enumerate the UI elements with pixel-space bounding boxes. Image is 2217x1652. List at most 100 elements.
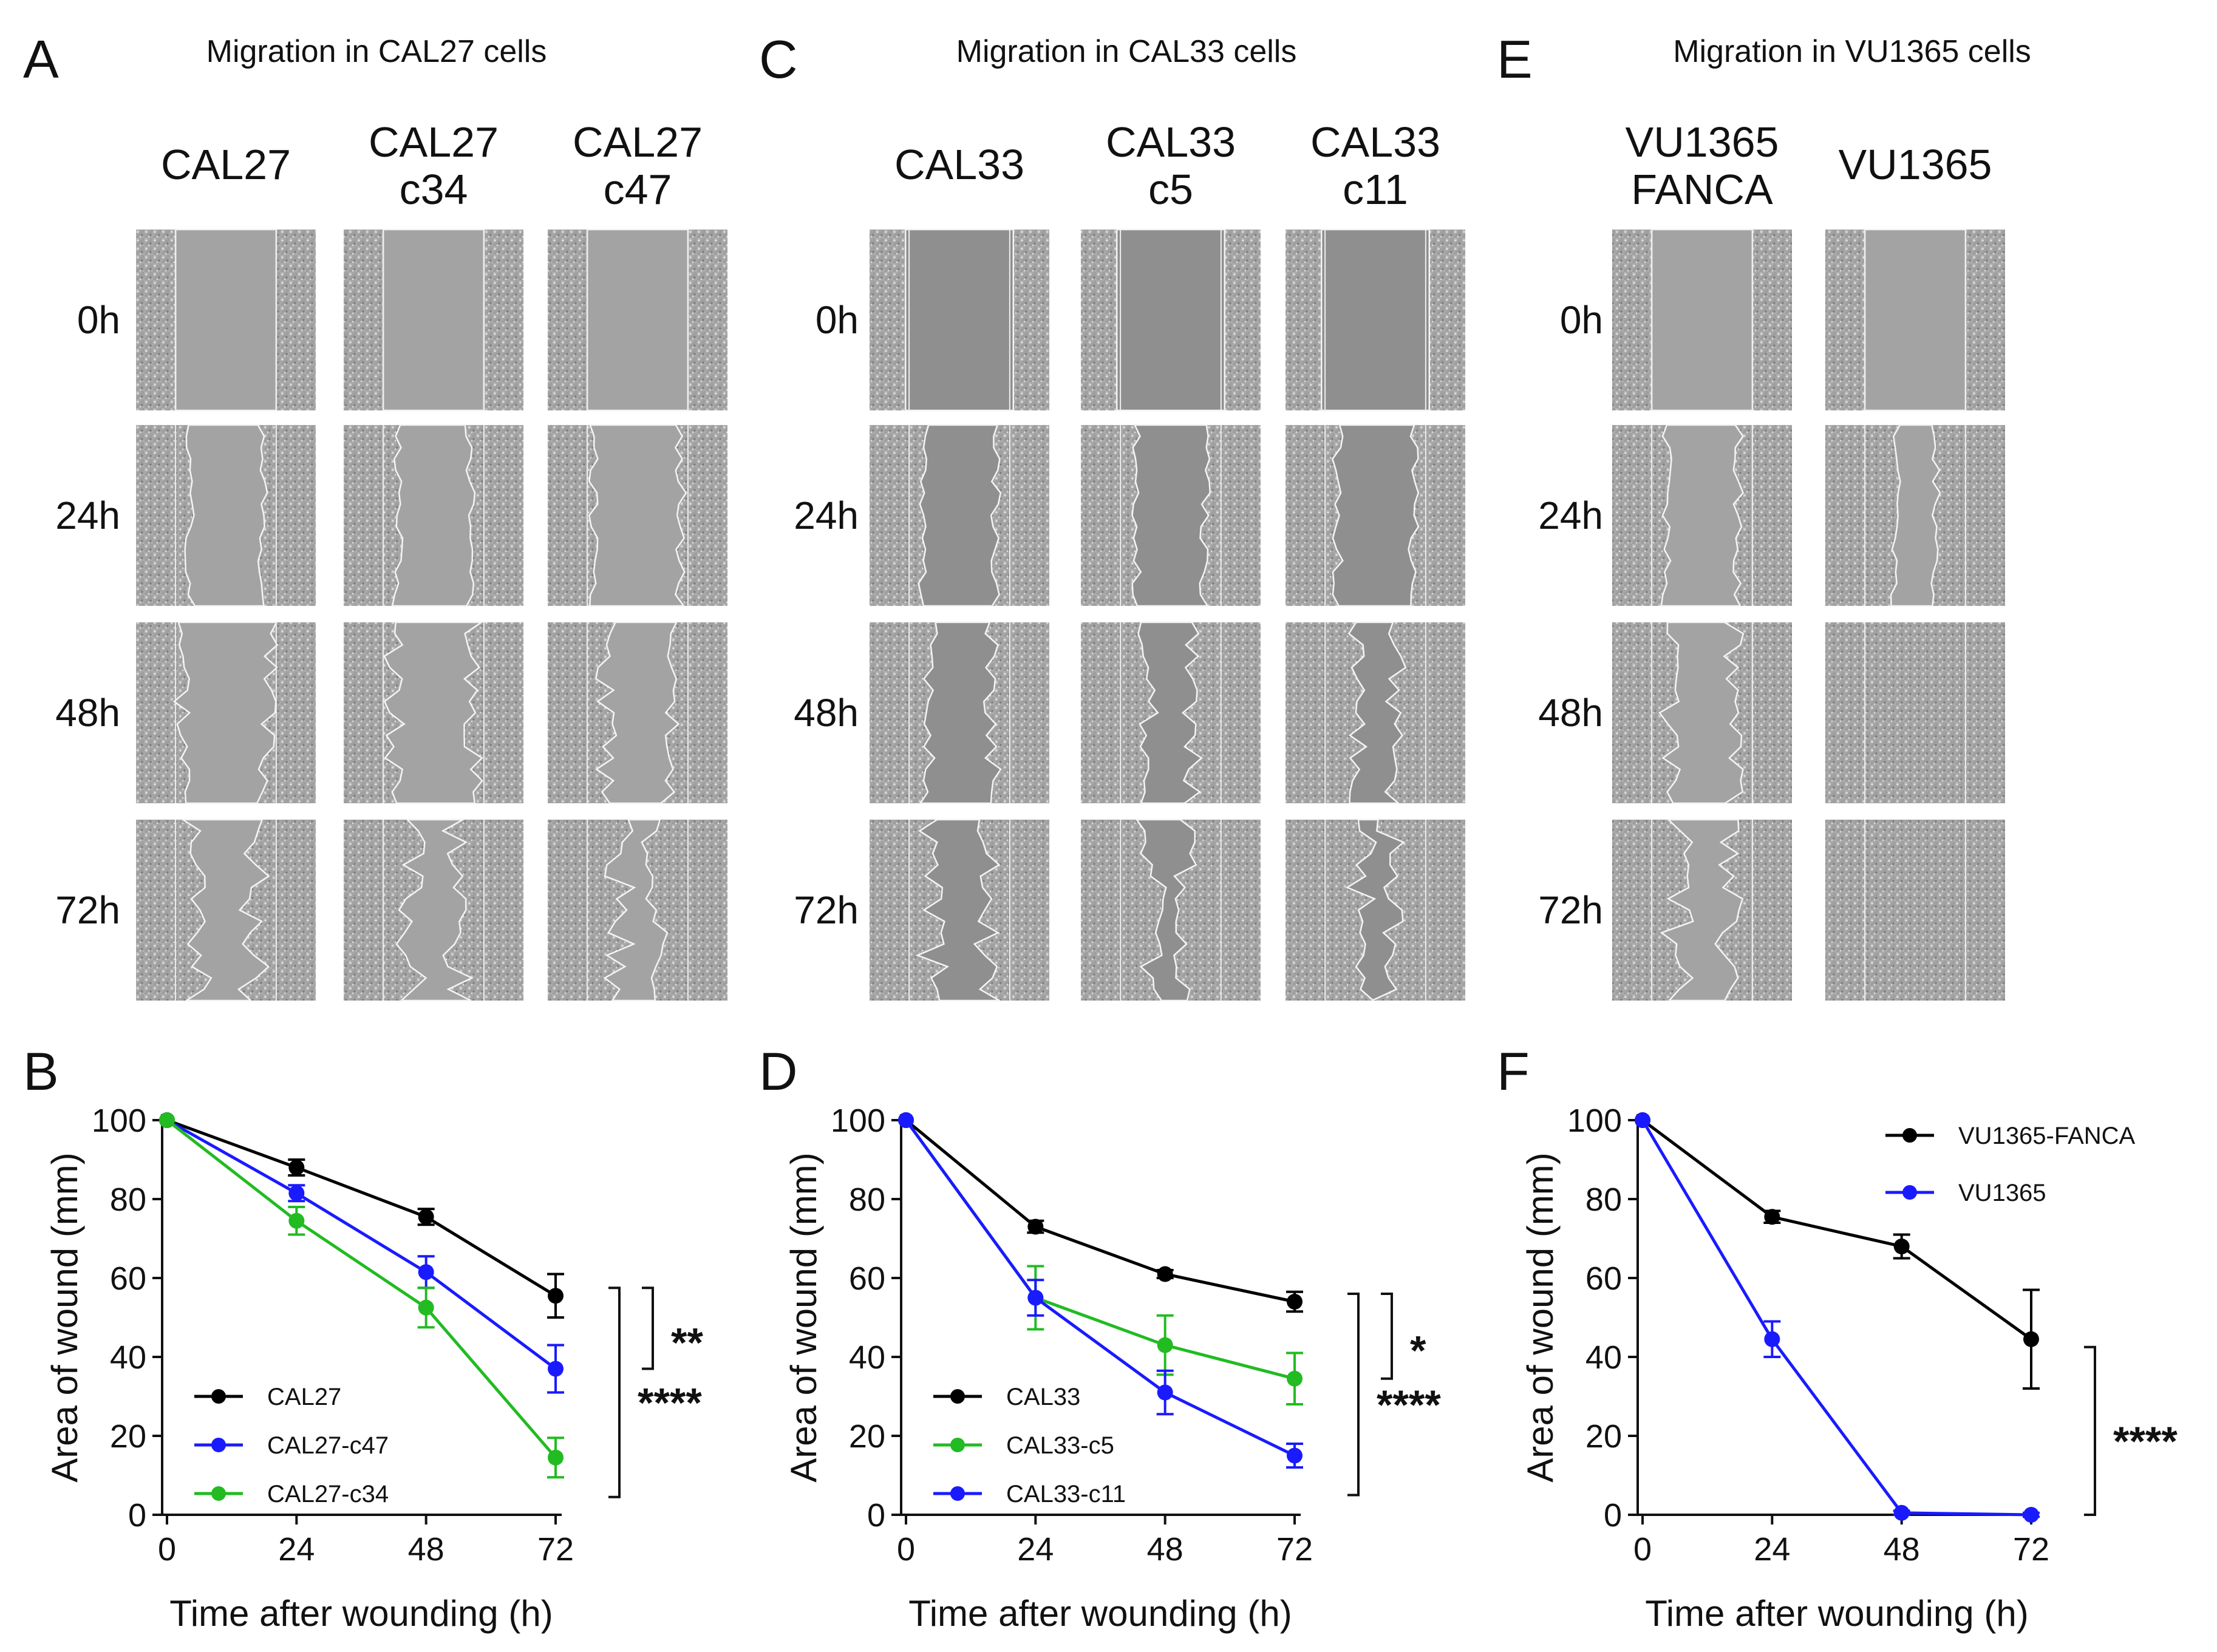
legend-swatch-marker (1902, 1128, 1917, 1143)
row-label-72h: 72h (1538, 888, 1603, 932)
legend-swatch-marker (950, 1438, 965, 1452)
data-point (418, 1209, 434, 1225)
x-tick-label: 0 (1633, 1531, 1652, 1568)
open-wound-area (1137, 621, 1203, 804)
microscopy-tile (344, 818, 523, 1002)
legend-label: VU1365 (1958, 1180, 2046, 1206)
x-tick-label: 24 (1754, 1531, 1790, 1568)
legend-swatch-marker (950, 1486, 965, 1501)
open-wound-area (395, 818, 474, 1002)
panel-title: Migration in CAL27 cells (206, 34, 547, 69)
cell-monolayer (1825, 622, 2005, 803)
data-point (159, 1112, 175, 1128)
series-cal33 (898, 1112, 1303, 1313)
column-label: c47 (604, 166, 672, 213)
data-point (418, 1299, 434, 1316)
data-point (418, 1264, 434, 1280)
row-label-48h: 48h (1538, 691, 1603, 735)
data-point (1893, 1504, 1910, 1521)
open-wound-area (594, 621, 680, 804)
series-line (1641, 1118, 2032, 1341)
open-wound-area (588, 424, 687, 607)
microscopy-tile (548, 621, 727, 804)
data-point (1157, 1266, 1173, 1282)
open-wound-area (1320, 228, 1431, 412)
y-axis-title: Area of wound (mm) (44, 1152, 85, 1483)
x-tick-label: 48 (1147, 1531, 1183, 1568)
x-tick-label: 72 (2013, 1531, 2049, 1568)
data-point (548, 1449, 564, 1466)
microscopy-tile (870, 818, 1049, 1002)
row-label-48h: 48h (794, 691, 859, 735)
microscopy-tile (344, 228, 523, 412)
data-point (1893, 1239, 1910, 1254)
microscopy-tile (1612, 228, 1792, 412)
microscopy-tile (1286, 621, 1465, 804)
column-label: c5 (1148, 166, 1193, 213)
y-tick-label: 40 (1585, 1339, 1622, 1376)
row-label-72h: 72h (794, 888, 859, 932)
microscopy-tile (1286, 424, 1465, 607)
legend-label: CAL33-c11 (1006, 1481, 1126, 1508)
microscopy-tile (1286, 228, 1465, 412)
x-axis-title: Time after wounding (h) (908, 1593, 1292, 1634)
significance-label: ** (671, 1319, 703, 1365)
microscopy-tile (1612, 424, 1792, 607)
open-wound-area (1347, 621, 1407, 804)
data-point (288, 1212, 305, 1229)
data-point (1027, 1219, 1044, 1235)
legend-swatch-marker (211, 1486, 226, 1501)
microscopy-tile (548, 228, 727, 412)
panel-letter: F (1497, 1041, 1530, 1101)
column-label: CAL27 (369, 118, 499, 166)
open-wound-area (1660, 424, 1744, 607)
y-tick-label: 20 (110, 1418, 146, 1455)
microscopy-tile (548, 818, 727, 1002)
y-tick-label: 40 (849, 1339, 885, 1376)
column-label: CAL33 (1310, 118, 1440, 166)
significance-label: * (1410, 1327, 1426, 1373)
legend: CAL27 CAL27-c47 CAL27-c34 (194, 1384, 389, 1508)
microscopy-tile (1081, 818, 1261, 1002)
x-tick-label: 0 (158, 1531, 176, 1568)
series-cal27-c47 (159, 1112, 564, 1394)
cell-monolayer (1825, 820, 2005, 1001)
open-wound-area (915, 818, 1003, 1002)
series-line (904, 1119, 1296, 1457)
column-label: CAL27 (573, 118, 703, 166)
y-tick-label: 100 (1567, 1103, 1622, 1139)
panel-letter: C (759, 29, 798, 89)
column-label: VU1365 (1839, 141, 1992, 188)
microscopy-tile (136, 228, 316, 412)
series-cal33-c11 (898, 1112, 1303, 1469)
microscopy-tile (548, 424, 727, 607)
open-wound-area (904, 228, 1015, 412)
y-tick-label: 60 (110, 1260, 146, 1297)
x-tick-label: 24 (1017, 1531, 1054, 1568)
column-label: CAL33 (1106, 118, 1236, 166)
microscopy-tile (136, 424, 316, 607)
microscopy-tile (1081, 621, 1261, 804)
legend-label: CAL33-c5 (1006, 1432, 1114, 1459)
legend-swatch-marker (211, 1438, 226, 1452)
open-wound-area (1135, 818, 1197, 1002)
legend-label: CAL27 (267, 1384, 341, 1410)
y-tick-label: 80 (849, 1181, 885, 1218)
y-tick-label: 0 (128, 1497, 146, 1534)
data-point (1764, 1209, 1780, 1225)
y-tick-label: 80 (110, 1181, 146, 1218)
microscopy-tile (1825, 622, 2005, 803)
series-cal27-c34 (159, 1112, 564, 1479)
microscopy-tile (870, 228, 1049, 412)
legend-swatch-marker (211, 1389, 226, 1404)
open-wound-area (382, 228, 485, 412)
series-line (1641, 1119, 2032, 1517)
significance-brackets: **** (2084, 1345, 2178, 1516)
data-point (1157, 1384, 1173, 1401)
bracket-outer (1347, 1293, 1360, 1497)
microscopy-tile (136, 621, 316, 804)
microscopy-tile (136, 818, 316, 1002)
